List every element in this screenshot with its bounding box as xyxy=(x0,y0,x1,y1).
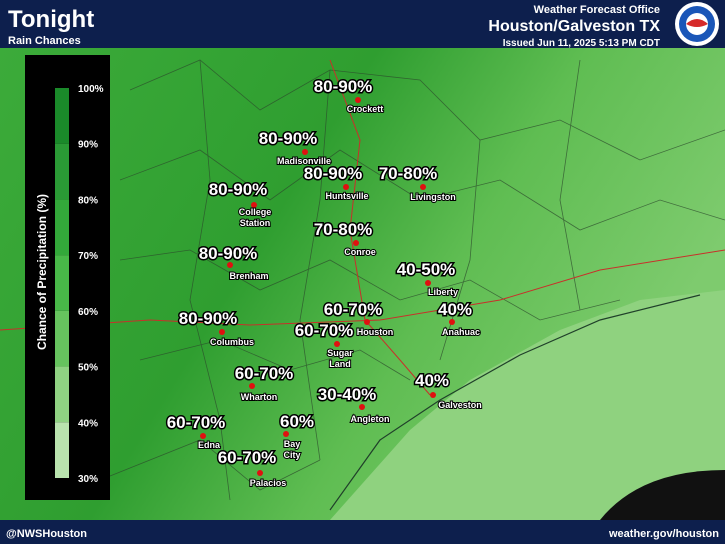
rain-chance: 60-70% xyxy=(167,413,226,432)
city-dot xyxy=(200,433,206,439)
city-name: Palacios xyxy=(250,478,287,488)
legend-tick-label: 60% xyxy=(78,307,98,318)
legend-tick-label: 50% xyxy=(78,363,98,374)
city-name: Edna xyxy=(198,440,221,450)
city-dot xyxy=(257,470,263,476)
city-dot xyxy=(343,184,349,190)
subtitle: Rain Chances xyxy=(8,35,81,47)
legend-swatch xyxy=(55,422,69,478)
city-name: Angleton xyxy=(351,414,390,424)
legend-tick-label: 30% xyxy=(78,474,98,485)
legend-swatch xyxy=(55,255,69,311)
city-name: Brenham xyxy=(229,271,268,281)
city-name: College xyxy=(239,207,272,217)
nws-logo xyxy=(675,2,719,46)
rain-chance: 60-70% xyxy=(324,300,383,319)
legend-tick-label: 90% xyxy=(78,140,98,151)
county-lines xyxy=(99,59,725,501)
legend-swatch xyxy=(55,88,69,144)
city-dot xyxy=(283,431,289,437)
rain-chance: 40-50% xyxy=(397,260,456,279)
city-dot xyxy=(355,97,361,103)
footer-right: weather.gov/houston xyxy=(608,528,719,540)
city-name: Huntsville xyxy=(325,191,368,201)
legend-tick-label: 40% xyxy=(78,418,98,429)
rain-chance: 80-90% xyxy=(304,164,363,183)
city-name: Liberty xyxy=(428,287,458,297)
city-dot xyxy=(359,404,365,410)
legend-tick-label: 100% xyxy=(78,84,104,95)
issued: Issued Jun 11, 2025 5:13 PM CDT xyxy=(503,38,660,49)
legend-swatch xyxy=(55,366,69,423)
city-dot xyxy=(364,319,370,325)
legend-tick-label: 70% xyxy=(78,251,98,262)
rain-chance: 60-70% xyxy=(218,448,277,467)
rain-chance: 60% xyxy=(280,412,314,431)
rain-chance: 80-90% xyxy=(314,77,373,96)
coastline xyxy=(329,294,701,511)
rain-chance: 70-80% xyxy=(379,164,438,183)
city-name: Columbus xyxy=(210,337,254,347)
city-name: Livingston xyxy=(410,192,456,202)
city-name: Land xyxy=(329,359,351,369)
legend-swatch xyxy=(55,199,69,256)
city-dot xyxy=(420,184,426,190)
title: Tonight xyxy=(8,6,94,33)
city-name: Station xyxy=(240,218,271,228)
rain-chance: 60-70% xyxy=(295,321,354,340)
city-name: Houston xyxy=(357,327,394,337)
office: Weather Forecast Office xyxy=(534,4,660,16)
rain-chance: 70-80% xyxy=(314,220,373,239)
rain-chance: 40% xyxy=(438,300,472,319)
rain-chance: 80-90% xyxy=(259,129,318,148)
rain-chance: 30-40% xyxy=(318,385,377,404)
location: Houston/Galveston TX xyxy=(488,18,660,35)
city-dot xyxy=(227,262,233,268)
rain-chance: 40% xyxy=(415,371,449,390)
rain-chance: 60-70% xyxy=(235,364,294,383)
no-data xyxy=(600,470,725,520)
city-dot xyxy=(430,392,436,398)
city-name: Bay xyxy=(284,439,301,449)
city-dot xyxy=(353,240,359,246)
city-dot xyxy=(425,280,431,286)
city-dot xyxy=(219,329,225,335)
city-dot xyxy=(334,341,340,347)
rain-chance: 80-90% xyxy=(179,309,238,328)
legend-tick-label: 80% xyxy=(78,195,98,206)
city-name: Crockett xyxy=(347,104,384,114)
rain-chance: 80-90% xyxy=(199,244,258,263)
city-name: Anahuac xyxy=(442,327,480,337)
highways xyxy=(0,59,725,396)
header-bar xyxy=(0,0,725,48)
legend-title: Chance of Precipitation (%) xyxy=(35,194,49,350)
city-name: Galveston xyxy=(438,400,482,410)
city-name: Madisonville xyxy=(277,156,331,166)
rain-chance: 80-90% xyxy=(209,180,268,199)
footer-left: @NWSHouston xyxy=(6,528,87,540)
gulf xyxy=(330,290,725,520)
footer-bar xyxy=(0,520,725,544)
legend-swatch xyxy=(55,310,69,367)
city-dot xyxy=(251,202,257,208)
city-dot xyxy=(449,319,455,325)
city-dot xyxy=(302,149,308,155)
city-dot xyxy=(249,383,255,389)
city-name: Wharton xyxy=(241,392,278,402)
legend-swatch xyxy=(55,143,69,200)
city-name: Sugar xyxy=(327,348,353,358)
city-name: Conroe xyxy=(344,247,376,257)
city-name: City xyxy=(283,450,300,460)
